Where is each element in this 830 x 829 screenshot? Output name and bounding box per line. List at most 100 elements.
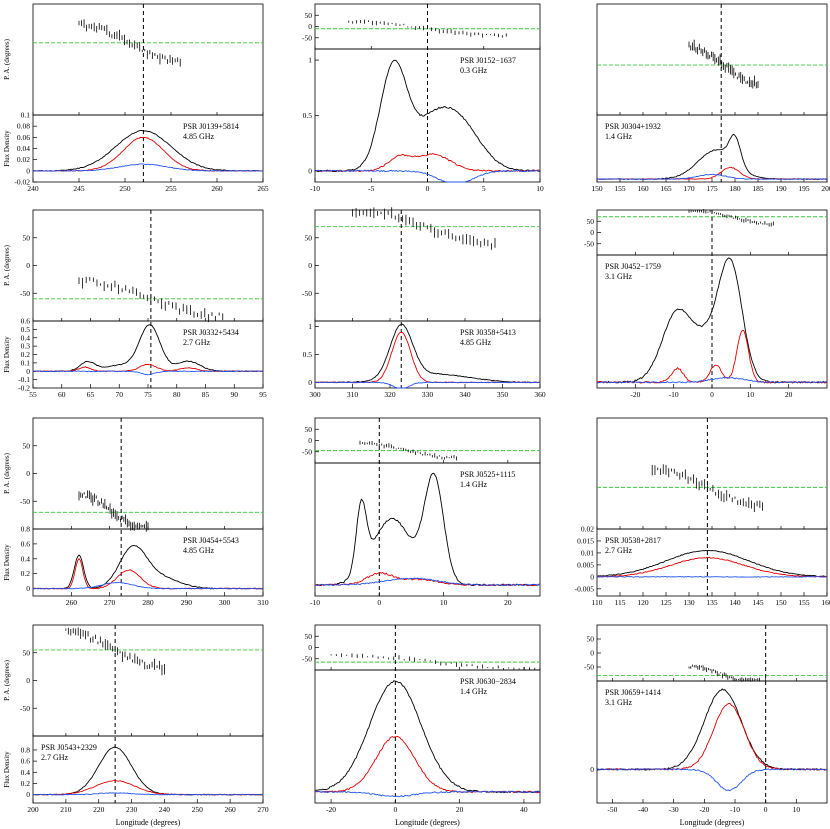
flux-frame <box>596 680 828 804</box>
x-tick-label: 115 <box>615 598 626 607</box>
pa-y-tick-label: 50 <box>305 632 313 641</box>
flux-y-tick-label: 1 <box>308 322 312 331</box>
x-tick-label: 175 <box>706 184 718 193</box>
flux-y-tick-label: 0.4 <box>21 554 31 563</box>
x-tick-label: -20 <box>699 805 709 814</box>
x-tick-label: -10 <box>310 598 320 607</box>
linear-polarization-curve <box>596 166 827 180</box>
flux-y-tick-label: 0.3 <box>21 342 31 351</box>
total-intensity-curve <box>32 324 264 373</box>
x-tick-label: 190 <box>775 184 787 193</box>
x-tick-label: 195 <box>798 184 810 193</box>
x-tick-label: 75 <box>144 390 152 399</box>
flux-y-tick-label: 0 <box>26 584 30 593</box>
pa-y-tick-label: 0 <box>26 261 30 270</box>
observing-frequency: 4.85 GHz <box>183 132 215 141</box>
total-intensity-curve <box>33 545 264 590</box>
pulsar-name: PSR J0358+5413 <box>460 328 516 337</box>
x-tick-label: 150 <box>591 184 603 193</box>
flux-y-tick-label: 0.015 <box>577 536 594 545</box>
flux-y-tick-label: 0.1 <box>21 111 31 120</box>
panel-3: 150 155 160 165 170 175 180 185 190 195 200 PSR J03… <box>591 3 830 193</box>
x-tick-label: 110 <box>592 598 603 607</box>
x-tick-label: 95 <box>259 390 267 399</box>
pa-y-tick-label: 0 <box>308 22 312 31</box>
pulsar-name: PSR J0332+5434 <box>183 328 239 337</box>
flux-y-tick-label: 0.6 <box>21 539 31 548</box>
observing-frequency: 1.4 GHz <box>460 480 488 489</box>
x-tick-label: 260 <box>211 184 223 193</box>
flux-y-tick-label: 0 <box>26 166 30 175</box>
pa-frame <box>314 624 541 671</box>
pa-y-tick-label: 0 <box>308 436 312 445</box>
x-tick-label: 65 <box>87 390 95 399</box>
x-tick-label: 80 <box>173 390 181 399</box>
x-tick-label: 265 <box>257 184 269 193</box>
x-tick-label: 260 <box>66 598 78 607</box>
total-intensity-curve <box>315 59 541 173</box>
pulsar-name: PSR J0659+1414 <box>605 688 661 697</box>
circular-polarization-curve <box>596 768 828 792</box>
flux-y-tick-label: 0.1 <box>21 358 31 367</box>
x-tick-label: 10 <box>793 805 801 814</box>
flux-y-tick-label: 0.5 <box>303 111 313 120</box>
pa-frame <box>32 3 264 116</box>
x-tick-label: 60 <box>58 390 66 399</box>
flux-frame <box>314 462 541 597</box>
flux-ylabel: Flux Density <box>3 130 11 167</box>
linear-polarization-curve <box>32 363 264 373</box>
pa-y-tick-label: -50 <box>20 289 30 298</box>
flux-y-tick-label: 0.5 <box>303 350 313 359</box>
circular-polarization-curve <box>314 169 541 183</box>
x-tick-label: 0 <box>426 184 430 193</box>
flux-y-tick-label: 0.2 <box>21 779 31 788</box>
flux-ylabel: Flux Density <box>3 336 11 373</box>
x-tick-label: 85 <box>202 390 210 399</box>
x-tick-label: -10 <box>730 805 740 814</box>
x-tick-label: 340 <box>459 390 471 399</box>
x-tick-label: 145 <box>752 598 764 607</box>
flux-y-tick-label: 0.4 <box>21 333 31 342</box>
pa-y-tick-label: 50 <box>587 635 595 644</box>
flux-y-tick-label: 0.02 <box>581 525 594 534</box>
pa-y-tick-label: 50 <box>305 425 313 434</box>
flux-y-tick-label: 0 <box>26 367 30 376</box>
x-tick-label: -20 <box>630 390 640 399</box>
x-tick-label: 230 <box>126 805 138 814</box>
x-tick-label: -40 <box>638 805 648 814</box>
linear-polarization-curve <box>314 331 540 384</box>
x-tick-label: 300 <box>219 598 231 607</box>
flux-ylabel: Flux Density <box>3 751 11 788</box>
x-axis-label: Longitude (degrees) <box>116 818 181 827</box>
pa-y-tick-label: 0 <box>308 261 312 270</box>
flux-y-tick-label: 0 <box>308 378 312 387</box>
x-tick-label: 250 <box>119 184 131 193</box>
pa-y-tick-label: 50 <box>587 217 595 226</box>
circular-polarization-curve <box>32 370 264 376</box>
flux-y-tick-label: 0.2 <box>21 350 31 359</box>
pa-ylabel: P. A. (degrees) <box>3 452 11 493</box>
x-tick-label: 280 <box>142 598 154 607</box>
panel-10: 200 210 220 230 240 250 260 270 50 0 -50 0 0.2 0.4 0.6… <box>3 624 269 814</box>
total-intensity-curve <box>314 680 541 794</box>
circular-polarization-curve <box>32 163 263 172</box>
observing-frequency: 3.1 GHz <box>605 272 633 281</box>
x-tick-label: 245 <box>73 184 85 193</box>
pa-frame <box>596 417 828 530</box>
x-tick-label: -50 <box>607 805 617 814</box>
pulsar-name: PSR J0630−2834 <box>460 677 516 686</box>
circular-polarization-curve <box>33 581 264 590</box>
flux-y-tick-label: 0.5 <box>21 325 31 334</box>
total-intensity-curve <box>32 130 264 172</box>
circular-polarization-curve <box>596 576 828 578</box>
x-tick-label: 180 <box>729 184 741 193</box>
total-intensity-curve <box>596 133 828 180</box>
linear-polarization-curve <box>32 136 264 172</box>
circular-polarization-curve <box>596 173 828 180</box>
pa-ylabel: P. A. (degrees) <box>3 38 11 79</box>
x-tick-label: 255 <box>165 184 177 193</box>
x-tick-label: 0 <box>710 390 714 399</box>
x-tick-label: 170 <box>683 184 695 193</box>
x-tick-label: 210 <box>60 805 72 814</box>
